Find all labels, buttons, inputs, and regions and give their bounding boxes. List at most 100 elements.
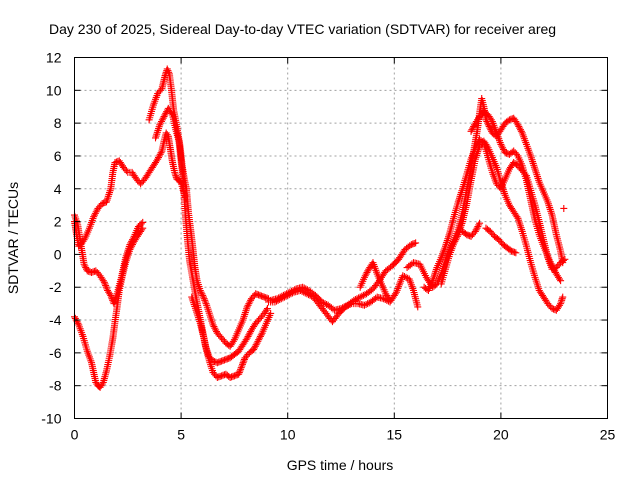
y-tick-label: -2 [49, 279, 62, 295]
data-point [238, 362, 246, 370]
data-point [246, 329, 254, 337]
y-tick-label: -6 [49, 345, 62, 361]
data-point [400, 273, 408, 281]
plot-frame [74, 57, 608, 419]
data-point [360, 301, 368, 309]
data-point [533, 173, 541, 181]
x-tick-label: 15 [387, 427, 403, 443]
data-point [517, 127, 525, 135]
x-tick-label: 20 [493, 427, 509, 443]
data-point [547, 209, 555, 217]
data-point [362, 300, 370, 308]
data-point [139, 224, 147, 232]
data-point [161, 111, 169, 119]
y-tick-label: 0 [54, 246, 62, 262]
series-track-l [437, 137, 567, 314]
series-track-n [482, 224, 520, 257]
data-point [546, 204, 554, 212]
data-point [158, 116, 166, 124]
data-point [104, 192, 112, 200]
data-point [499, 145, 507, 153]
data-point [531, 165, 539, 173]
data-point [98, 380, 106, 388]
data-point [210, 323, 218, 331]
data-point [243, 303, 251, 311]
data-point [163, 131, 171, 139]
data-point [532, 277, 540, 285]
data-point [80, 236, 88, 244]
data-point [516, 220, 524, 228]
series-track-f [71, 224, 147, 391]
series-track-j [403, 95, 567, 291]
data-point [156, 150, 164, 158]
data-point [546, 205, 554, 213]
data-point [547, 207, 555, 215]
data-point [199, 291, 207, 299]
data-point [198, 290, 206, 298]
data-point [414, 303, 422, 311]
data-point [235, 369, 243, 377]
data-point [306, 291, 314, 299]
data-point [106, 290, 114, 298]
data-point [285, 291, 293, 299]
data-point [532, 167, 540, 175]
data-point [300, 288, 308, 296]
data-point [253, 339, 261, 347]
data-point [200, 295, 208, 303]
data-point [517, 224, 525, 232]
data-point [252, 341, 260, 349]
data-point [212, 326, 220, 334]
data-point [250, 344, 258, 352]
data-point [274, 296, 282, 304]
data-point [467, 127, 475, 135]
data-point [499, 144, 507, 152]
data-point [256, 332, 264, 340]
data-point [385, 295, 393, 303]
data-point [497, 140, 505, 148]
data-point [165, 68, 173, 76]
data-point [163, 65, 171, 73]
data-point [513, 150, 521, 158]
series-track-i [356, 259, 394, 304]
data-point [71, 314, 79, 322]
data-point [296, 287, 304, 295]
data-point [364, 300, 372, 308]
x-tick-label: 10 [280, 427, 296, 443]
y-tick-label: 8 [54, 115, 62, 131]
data-point [235, 370, 243, 378]
data-point [250, 346, 258, 354]
data-point [453, 232, 461, 240]
data-point [516, 222, 524, 230]
data-point [229, 337, 237, 345]
chart-title: Day 230 of 2025, Sidereal Day-to-day VTE… [49, 21, 556, 37]
x-tick-label: 0 [71, 427, 79, 443]
data-point [530, 161, 538, 169]
data-point [451, 237, 459, 245]
data-point [239, 359, 247, 367]
data-point [303, 290, 311, 298]
data-point [473, 224, 481, 232]
data-point [288, 289, 296, 297]
data-point [92, 208, 100, 216]
data-point [475, 221, 483, 229]
y-tick-label: 10 [46, 82, 62, 98]
data-point [453, 234, 461, 242]
data-point [254, 337, 262, 345]
data-point [344, 301, 352, 309]
data-point [209, 321, 217, 329]
data-point [455, 196, 463, 204]
data-point [74, 319, 82, 327]
data-point [241, 310, 249, 318]
data-point [106, 189, 114, 197]
data-point [273, 297, 281, 305]
data-point [399, 272, 407, 280]
data-point [343, 302, 351, 310]
data-point [245, 300, 253, 308]
y-tick-label: -10 [41, 411, 61, 427]
y-tick-label: 12 [46, 50, 62, 66]
data-point [560, 204, 568, 212]
data-point [319, 299, 327, 307]
data-point [469, 124, 477, 132]
data-point [102, 282, 110, 290]
